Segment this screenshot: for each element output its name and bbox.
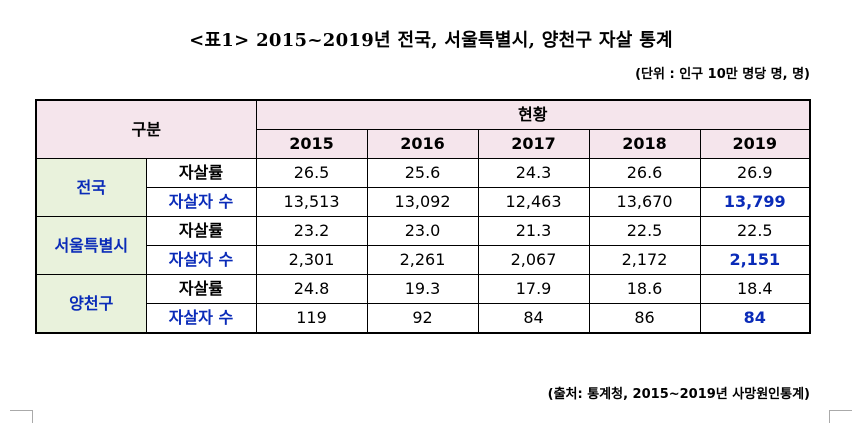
year-header: 2018 [588, 129, 701, 159]
category-header: 구분 [35, 99, 257, 159]
page-corner-mark-left [10, 410, 33, 423]
table-cell: 24.8 [255, 274, 368, 304]
table-row: 자살자 수 13,513 13,092 12,463 13,670 13,799 [36, 187, 811, 217]
table-cell: 22.5 [588, 216, 701, 246]
table-cell: 12,463 [477, 187, 590, 217]
year-header: 2015 [255, 129, 368, 159]
table-cell: 84 [477, 303, 590, 334]
table-cell: 13,670 [588, 187, 701, 217]
source-note: (출처: 통계청, 2015~2019년 사망원인통계) [547, 387, 810, 402]
table-cell: 26.9 [699, 158, 811, 188]
region-label-yangcheon: 양천구 [35, 274, 147, 334]
table-row: 서울특별시 자살률 23.2 23.0 21.3 22.5 22.5 [35, 216, 811, 275]
table-cell: 26.6 [588, 158, 701, 188]
metric-label-rate: 자살률 [145, 274, 257, 304]
table-cell: 19.3 [366, 274, 479, 304]
table-cell: 18.4 [699, 274, 811, 304]
statistics-table: 구분 현황 2015 2016 2017 2018 2019 전국 자살률 26… [35, 99, 812, 334]
region-label-seoul: 서울특별시 [35, 216, 147, 275]
metric-label-rate: 자살률 [145, 158, 257, 188]
table-cell: 24.3 [477, 158, 590, 188]
page-corner-mark-right [829, 410, 852, 423]
year-header: 2019 [699, 129, 811, 159]
table-cell: 13,092 [366, 187, 479, 217]
table-cell: 2,301 [255, 245, 368, 275]
table-row: 양천구 자살률 24.8 19.3 17.9 18.6 18.4 [35, 274, 811, 334]
table-row: 전국 자살률 26.5 25.6 24.3 26.6 26.9 [35, 158, 811, 217]
unit-note: (단위 : 인구 10만 명당 명, 명) [635, 67, 810, 82]
table-cell: 18.6 [588, 274, 701, 304]
region-label-national: 전국 [35, 158, 147, 217]
table-cell-highlight: 2,151 [699, 245, 811, 275]
table-cell: 21.3 [477, 216, 590, 246]
table-cell: 2,172 [588, 245, 701, 275]
table-cell: 2,067 [477, 245, 590, 275]
table-cell: 92 [366, 303, 479, 334]
metric-label-count: 자살자 수 [145, 245, 257, 275]
table-title: <표1> 2015~2019년 전국, 서울특별시, 양천구 자살 통계 [189, 30, 673, 51]
table-cell: 23.2 [255, 216, 368, 246]
table-cell: 13,513 [255, 187, 368, 217]
table-cell: 86 [588, 303, 701, 334]
table-row: 자살자 수 119 92 84 86 84 [36, 303, 811, 334]
table-cell: 23.0 [366, 216, 479, 246]
metric-label-rate: 자살률 [145, 216, 257, 246]
table-cell: 25.6 [366, 158, 479, 188]
status-header: 현황 [255, 99, 811, 130]
table-row: 자살자 수 2,301 2,261 2,067 2,172 2,151 [36, 245, 811, 275]
year-header: 2017 [477, 129, 590, 159]
table-cell: 26.5 [255, 158, 368, 188]
metric-label-count: 자살자 수 [145, 187, 257, 217]
table-cell-highlight: 84 [699, 303, 811, 334]
year-header: 2016 [366, 129, 479, 159]
table-cell: 22.5 [699, 216, 811, 246]
metric-label-count: 자살자 수 [145, 303, 257, 334]
table-cell: 2,261 [366, 245, 479, 275]
table-cell-highlight: 13,799 [699, 187, 811, 217]
table-cell: 17.9 [477, 274, 590, 304]
table-cell: 119 [255, 303, 368, 334]
